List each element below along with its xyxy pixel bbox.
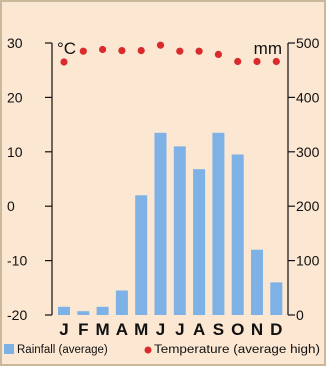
temperature-dots	[60, 41, 280, 66]
left-axis-unit: °C	[57, 39, 76, 58]
rainfall-bar-8	[193, 169, 206, 315]
left-tick-label: 0	[7, 198, 15, 214]
month-label: J	[59, 320, 68, 339]
temperature-dot-4	[118, 47, 126, 55]
left-tick-label: 30	[7, 35, 23, 51]
rainfall-bar-9	[212, 132, 225, 315]
rainfall-bar-5	[135, 195, 148, 315]
temperature-dot-2	[79, 47, 87, 55]
month-label: J	[175, 320, 184, 339]
temperature-dot-8	[195, 47, 203, 55]
rainfall-bar-4	[115, 290, 128, 315]
month-label: M	[134, 320, 148, 339]
month-label: F	[78, 320, 88, 339]
right-tick-label: 100	[296, 253, 320, 269]
temperature-dot-3	[99, 45, 107, 54]
temperature-dot-9	[214, 50, 222, 59]
left-axis: 30 20 10 0 -10 -20	[7, 35, 53, 323]
temperature-dot-12	[272, 57, 280, 66]
rainfall-bar-1	[58, 306, 70, 315]
temperature-dot-5	[137, 47, 145, 55]
legend-rainfall-label: Rainfall (average)	[17, 344, 108, 356]
right-tick-label: 500	[296, 35, 320, 51]
legend-temperature-label: Temperature (average high)	[154, 344, 320, 356]
legend-rainfall-swatch	[4, 344, 14, 354]
left-tick-label: 10	[7, 144, 23, 160]
rainfall-bar-11	[251, 249, 263, 315]
month-label: D	[270, 320, 282, 339]
month-label: O	[231, 320, 244, 339]
temperature-dot-6	[156, 41, 165, 49]
legend: Rainfall (average) Temperature (average …	[4, 344, 320, 356]
left-tick-label: 20	[7, 89, 23, 105]
legend-temperature-swatch	[144, 346, 152, 354]
rainfall-bar-2	[77, 311, 90, 315]
month-label: A	[116, 320, 128, 339]
month-label: N	[251, 320, 263, 339]
rainfall-bar-10	[231, 154, 244, 315]
right-axis-unit: mm	[254, 39, 282, 58]
temperature-dot-10	[234, 57, 242, 66]
month-label: S	[213, 320, 224, 339]
rainfall-bar-12	[270, 282, 283, 315]
right-tick-label: 200	[296, 198, 320, 214]
rainfall-bar-6	[154, 132, 167, 315]
month-label: M	[96, 320, 110, 339]
month-label: J	[156, 320, 165, 339]
right-tick-label: 400	[296, 89, 320, 105]
right-tick-label: 300	[296, 144, 320, 160]
month-label: A	[193, 320, 205, 339]
temperature-dot-11	[253, 57, 261, 66]
rainfall-bars	[58, 132, 283, 315]
left-tick-label: -10	[7, 253, 27, 269]
rainfall-bar-7	[173, 146, 186, 315]
temperature-dot-1	[60, 58, 68, 66]
temperature-dot-7	[176, 47, 184, 55]
left-tick-label: -20	[7, 307, 27, 323]
right-axis: 500 400 300 200 100 0	[287, 35, 320, 323]
right-tick-label: 0	[296, 307, 304, 323]
rainfall-bar-3	[96, 306, 109, 315]
